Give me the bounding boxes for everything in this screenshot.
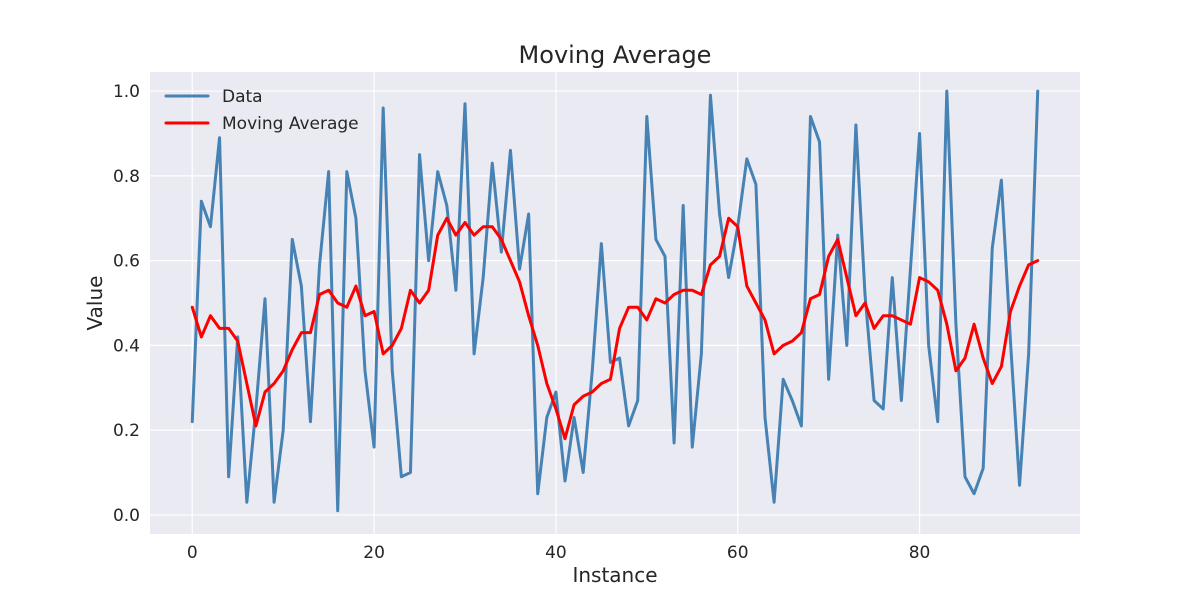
x-tick-label: 40	[545, 543, 567, 563]
legend-label-moving-average: Moving Average	[222, 114, 359, 134]
chart-title: Moving Average	[519, 41, 712, 69]
plot-area	[150, 72, 1080, 534]
series-line-moving-average	[190, 216, 1040, 441]
y-tick-label: 1.0	[113, 82, 140, 102]
legend: Data Moving Average	[164, 87, 359, 134]
y-tick-label: 0.8	[113, 167, 140, 187]
x-tick-label: 60	[727, 543, 749, 563]
x-tick-label: 20	[363, 543, 385, 563]
x-axis-ticks: 0 20 40 60 80	[187, 543, 931, 563]
legend-label-data: Data	[222, 87, 263, 107]
x-tick-label: 80	[909, 543, 931, 563]
y-tick-label: 0.0	[113, 506, 140, 526]
y-axis-ticks: 0.0 0.2 0.4 0.6 0.8 1.0	[113, 82, 140, 526]
x-tick-label: 0	[187, 543, 198, 563]
x-axis-label: Instance	[572, 563, 657, 587]
y-tick-label: 0.2	[113, 421, 140, 441]
y-tick-label: 0.4	[113, 336, 140, 356]
series-lines	[190, 89, 1040, 513]
y-axis-label: Value	[83, 276, 107, 331]
y-tick-label: 0.6	[113, 252, 140, 272]
